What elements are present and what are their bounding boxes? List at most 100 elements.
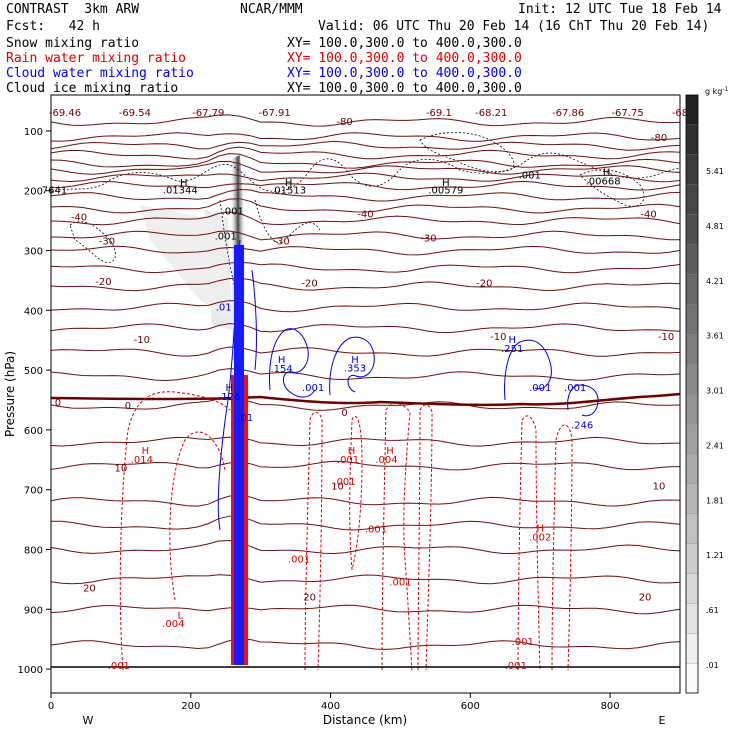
temperature-label: 10 [331,482,344,493]
temperature-label: -67.75 [611,108,643,119]
temperature-label: 10 [653,482,666,493]
temperature-label: -69.46 [49,108,81,119]
temperature-label: -10 [134,335,150,346]
rain-label: .001 [389,577,411,588]
cloud-contour-a [269,328,316,398]
temperature-label: -68.21 [475,108,507,119]
field-name-snow: Snow mixing ratio [6,36,140,51]
cloud-water-labels: H.154.001H.353H.251.001.001.246.01H.126.… [216,302,594,431]
x-tick-label: 0 [48,701,54,712]
rain-contour-mid-b [349,415,363,571]
plot-area [51,114,680,671]
colorbar-swatch [685,513,699,544]
colorbar-swatch [685,393,699,425]
snow-label: H [180,178,188,189]
y-tick-label: 600 [24,426,43,437]
temperature-label: -40 [357,210,373,221]
rain-contour-mid-a [304,412,323,671]
x-axis-left-end: W [83,714,94,727]
cloud-label: .001 [564,383,586,394]
temperature-label: -30 [420,234,436,245]
rain-contour-inner-left [169,431,226,601]
field-xy-rain: XY= 100.0,300.0 to 400.0,300.0 [287,51,522,66]
isotherm-line [51,261,680,274]
field-xy-cloud-water: XY= 100.0,300.0 to 400.0,300.0 [287,66,522,81]
isotherm-line [51,153,680,169]
isotherm-line [51,180,680,191]
isotherm-line [51,604,680,615]
rain-label: H [142,446,150,457]
temperature-label: -30 [273,237,289,248]
rain-contour-mid-d [417,404,433,671]
cloud-label: .353 [344,363,366,374]
rain-label: .001 [365,525,387,536]
cloud-label: .01 [237,413,253,424]
temperature-label: -67.79 [192,108,224,119]
isotherm-labels: -69.46 -69.54 -67.79 -67.91 -69.1 -68.21 -67.8… [49,108,688,603]
isotherm-line [51,172,680,183]
isotherm-line [51,140,680,151]
isotherm-line [51,300,680,313]
rain-contour-left [119,391,231,671]
colorbar-label: 2.41 [706,441,724,450]
cloud-label: .251 [501,344,523,355]
temperature-label: -10 [490,332,506,343]
isotherm-line [51,114,680,127]
rain-contour-right [517,415,541,671]
isotherm-line [51,368,680,382]
temperature-label: -10 [658,332,674,343]
temperature-label: -20 [301,278,317,289]
snow-label: 7641 [42,186,67,197]
colorbar-swatch [685,154,699,185]
isotherm-line [51,146,680,160]
colorbar-label: 4.81 [706,222,724,231]
colorbar-swatch [685,244,699,275]
y-tick-label: 200 [24,187,43,198]
plot-frame [50,94,681,694]
isotherm-lines [51,114,680,650]
temperature-label: -30 [99,237,115,248]
isotherm-line [51,494,680,507]
x-axis-right-end: E [659,714,666,727]
snow-label: .001 [222,207,244,218]
colorbar-swatch [685,304,699,335]
cloud-label: H [509,335,517,346]
snow-label: .00579 [428,186,463,197]
isotherm-line [51,574,680,585]
isotherm-line [51,211,680,226]
snow-label: H [285,178,293,189]
snow-contour-upper [51,152,680,193]
colorbar-swatch [685,423,699,454]
colorbar-swatch [685,363,699,395]
x-tick-label: 400 [321,701,340,712]
y-tick-label: 1000 [18,665,43,676]
colorbar-swatch [685,483,699,514]
init-time: Init: 12 UTC Tue 18 Feb 14 [518,2,722,17]
colorbar-frame [685,94,699,694]
y-tick-label: 100 [24,127,43,138]
colorbar-label: 1.21 [706,551,724,560]
isotherm-line [51,160,680,175]
colorbar-swatch [685,274,699,305]
cloud-label: .01 [216,302,232,313]
cloud-contour-b [329,336,375,396]
cloud-label: H [225,383,233,394]
cloud-contour-c [504,339,552,401]
snow-label: .001 [519,171,541,182]
rain-label: .001 [512,637,534,648]
y-tick-label: 500 [24,366,43,377]
rain-contour-right-b [551,424,573,671]
x-tick-label: 200 [181,701,200,712]
x-tick-label: 600 [461,701,480,712]
temperature-label: 0 [55,398,61,409]
colorbar-label: .01 [706,661,719,670]
colorbar-units: g kg-1 [705,86,729,96]
temperature-label: -80 [651,133,667,144]
rain-contour-mid-c [381,403,413,671]
snow-label: H [442,178,450,189]
colorbar-swatch [685,94,699,126]
organization-label: NCAR/MMM [240,2,303,17]
isotherm-line [51,346,680,357]
isotherm-line [51,198,680,214]
